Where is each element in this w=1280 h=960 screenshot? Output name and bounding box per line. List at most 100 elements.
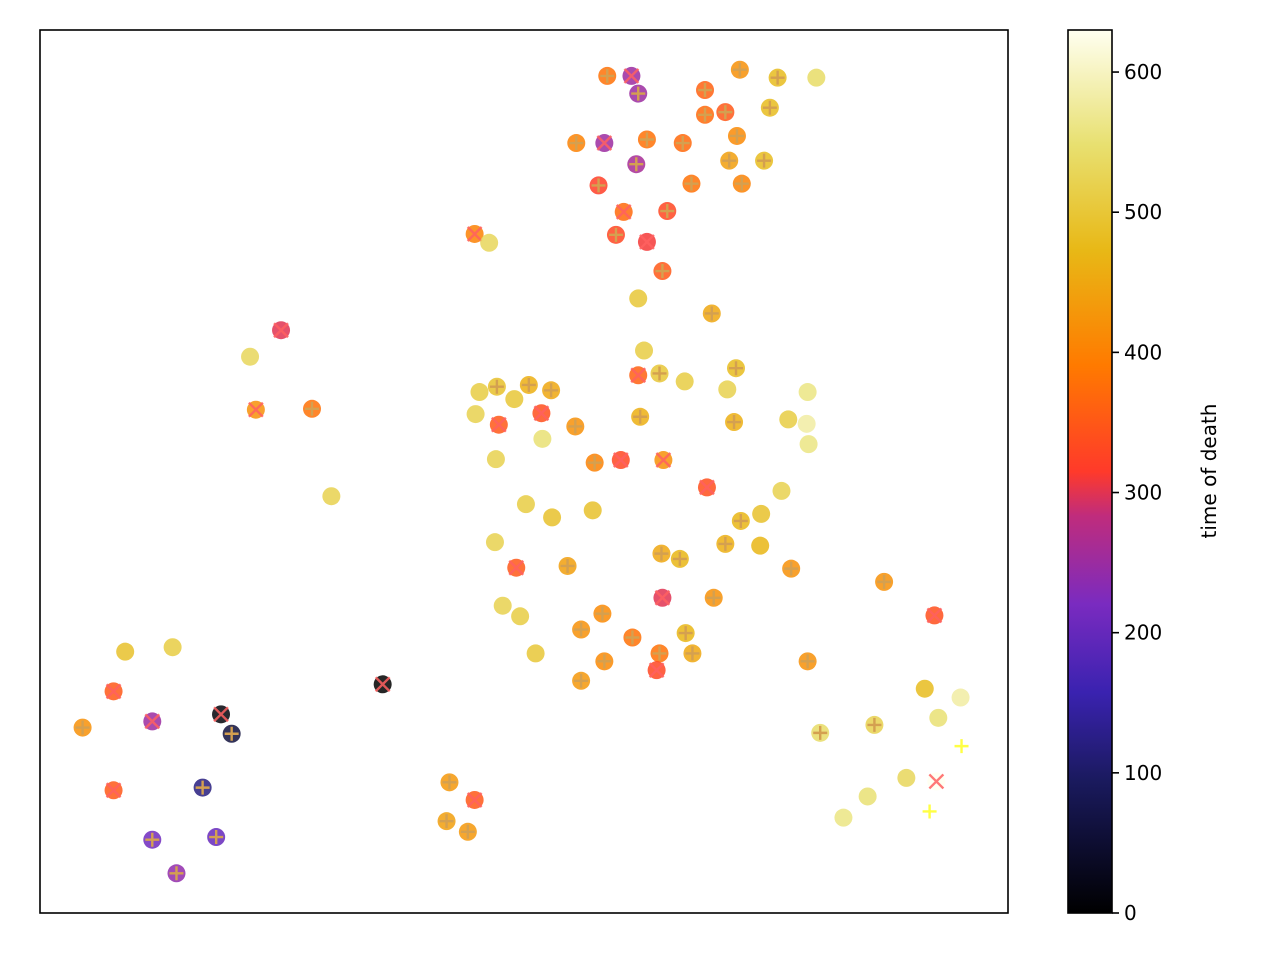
plus-marker	[762, 100, 777, 115]
x-marker	[144, 713, 161, 730]
plus-marker	[922, 804, 937, 819]
plus-marker	[597, 654, 612, 669]
plus-marker	[660, 204, 675, 219]
plus-marker	[722, 153, 737, 168]
plus-marker	[733, 513, 748, 528]
plus-marker	[732, 62, 747, 77]
scatter-point	[511, 607, 530, 626]
scatter-point	[493, 596, 512, 615]
scatter-point	[485, 533, 504, 552]
x-marker	[639, 234, 655, 250]
plus-marker	[633, 409, 648, 424]
x-marker	[926, 607, 943, 624]
plus-marker	[800, 654, 815, 669]
colorbar-tick-label: 400	[1124, 340, 1162, 364]
scatter-point	[322, 487, 341, 506]
scatter-point	[486, 450, 505, 469]
plus-marker	[209, 830, 224, 845]
scatter-point	[635, 341, 654, 360]
scatter-point	[526, 644, 545, 663]
scatter-point	[470, 383, 489, 402]
plus-marker	[521, 377, 536, 392]
colorbar-tick-label: 600	[1124, 60, 1162, 84]
scatter-point	[583, 501, 602, 520]
scatter-point	[516, 495, 535, 514]
scatter-point	[834, 808, 853, 827]
x-marker	[612, 452, 629, 468]
plus-marker	[75, 720, 90, 735]
scatter-point	[799, 435, 818, 454]
plus-marker	[728, 361, 743, 376]
scatter-point	[241, 347, 260, 366]
x-marker	[928, 773, 945, 790]
plus-marker	[195, 780, 210, 795]
plus-marker	[639, 132, 654, 147]
plus-marker	[439, 814, 454, 829]
plus-marker	[729, 128, 744, 143]
plus-marker	[652, 366, 667, 381]
x-marker	[654, 589, 671, 606]
plus-marker	[718, 536, 733, 551]
plus-marker	[489, 379, 504, 394]
x-marker	[596, 135, 613, 151]
plus-marker	[867, 717, 882, 732]
plus-marker	[591, 178, 606, 193]
scatter-point	[915, 679, 934, 698]
scatter-point	[798, 383, 817, 402]
plus-marker	[654, 546, 669, 561]
plus-marker	[305, 401, 320, 416]
x-marker	[466, 226, 483, 242]
x-marker	[699, 479, 715, 496]
plus-marker	[727, 415, 742, 430]
scatter-point	[543, 508, 562, 527]
colorbar-tick-label: 500	[1124, 200, 1162, 224]
plus-marker	[574, 673, 589, 688]
plus-marker	[169, 866, 184, 881]
plus-marker	[600, 68, 615, 83]
x-marker	[533, 405, 550, 422]
colorbar-tick-label: 100	[1124, 761, 1162, 785]
colorbar: 0 100 200 300 400 500 600 time of death	[1067, 29, 1221, 925]
scatter-point	[480, 233, 499, 252]
scatter-point	[752, 504, 771, 523]
scatter-point	[163, 638, 182, 657]
scatter-point	[751, 536, 770, 555]
x-marker	[105, 683, 122, 700]
scatter-point	[797, 414, 816, 433]
x-marker	[648, 662, 665, 679]
plus-marker	[954, 739, 969, 754]
plus-marker	[770, 70, 785, 85]
plus-marker	[718, 105, 733, 120]
plus-marker	[678, 626, 693, 641]
x-marker	[630, 367, 647, 384]
x-marker	[655, 452, 672, 468]
plus-marker	[698, 107, 713, 122]
scatter-point	[807, 68, 826, 87]
x-marker	[615, 204, 632, 220]
plus-marker	[757, 153, 772, 168]
x-marker	[466, 792, 483, 808]
plus-marker	[460, 824, 475, 839]
plus-marker	[442, 775, 457, 790]
x-marker	[213, 706, 229, 723]
plot-frame	[39, 29, 1009, 914]
plus-marker	[595, 606, 610, 621]
plus-marker	[652, 646, 667, 661]
x-marker	[508, 559, 525, 576]
plus-marker	[684, 176, 699, 191]
plot-area	[39, 29, 1009, 914]
colorbar-tick-label: 300	[1124, 481, 1162, 505]
scatter-point	[929, 708, 948, 727]
scatter-point	[675, 372, 694, 391]
x-marker	[490, 416, 507, 433]
scatter-point	[858, 787, 877, 806]
plus-marker	[784, 561, 799, 576]
colorbar-tick-label: 0	[1124, 901, 1137, 925]
scatter-point	[718, 380, 737, 399]
plus-marker	[813, 725, 828, 740]
plus-marker	[560, 558, 575, 573]
plus-marker	[734, 176, 749, 191]
plus-marker	[625, 630, 640, 645]
plus-marker	[544, 383, 559, 398]
scatter-point	[772, 481, 791, 500]
